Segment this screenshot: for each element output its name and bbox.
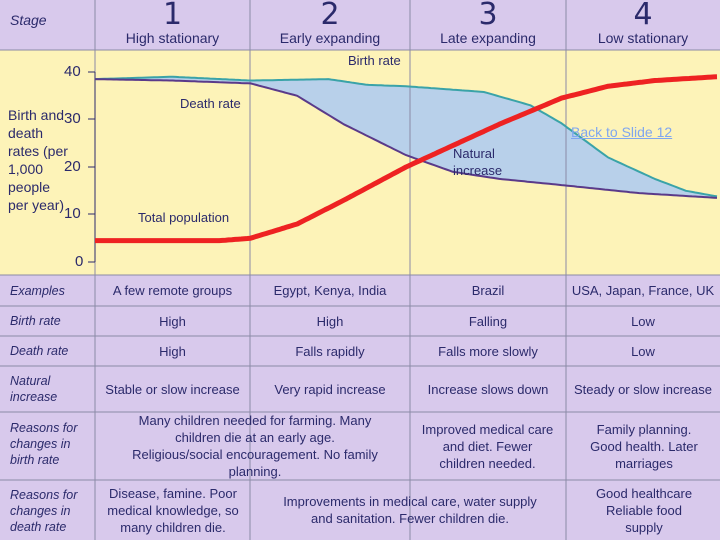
table-cell-span: Many children needed for farming. Many c… <box>132 413 378 479</box>
stage-4-header: 4 Low stationary <box>566 0 720 50</box>
y-axis-title: Birth and death rates (per 1,000 people … <box>8 107 68 213</box>
table-cell: High <box>159 313 186 329</box>
table-cell-span: Disease, famine. Poor medical knowledge,… <box>107 485 239 535</box>
death-rate-line <box>94 78 718 199</box>
row-label-birth-reasons: Reasons for changes in birth rate <box>10 421 78 467</box>
table-panel <box>0 275 720 540</box>
table-cell: Egypt, Kenya, India <box>273 283 387 298</box>
table-cell: Increase slows down <box>427 381 549 397</box>
y-tick-label: 0 <box>75 253 84 270</box>
row-label-natural-increase: Natural increase <box>10 374 58 404</box>
table-cell: Low <box>631 343 655 359</box>
row-label-death-rate: Death rate <box>10 344 69 358</box>
birth-rate-line <box>94 75 718 198</box>
row-label-death-reasons: Reasons for changes in death rate <box>10 488 78 534</box>
total-population-line <box>95 74 718 244</box>
stage-label: Stage <box>10 12 47 28</box>
table-cell: USA, Japan, France, UK <box>571 283 715 298</box>
stage-number: 4 <box>633 0 653 32</box>
table-cell-span: Improvements in medical care, water supp… <box>283 494 537 526</box>
natural-increase-label: Natural increase <box>453 146 503 178</box>
y-tick-label: 20 <box>64 158 81 175</box>
stage-1-header: 1 High stationary <box>95 0 250 50</box>
y-tick-label: 10 <box>64 205 81 222</box>
stage-2-header: 2 Early expanding <box>250 0 410 50</box>
birth-rate-label: Birth rate <box>348 53 401 68</box>
table-cell: High <box>159 343 186 359</box>
table-cell: High <box>316 313 344 329</box>
row-label-examples: Examples <box>10 284 65 298</box>
stage-name: Early expanding <box>279 30 381 46</box>
table-cell: Low <box>631 313 655 329</box>
table-cell-span: Improved medical care and diet. Fewer ch… <box>421 421 554 471</box>
table-cell: Brazil <box>471 283 505 298</box>
stage-name: Low stationary <box>597 30 689 46</box>
y-tick-label: 40 <box>64 63 81 80</box>
table-cell: Very rapid increase <box>274 381 386 397</box>
table-cell: Steady or slow increase <box>573 381 712 397</box>
total-population-label: Total population <box>138 210 230 225</box>
y-tick-label: 30 <box>64 110 81 127</box>
table-cell: Falls more slowly <box>438 343 538 359</box>
stage-number: 1 <box>162 0 183 32</box>
axis-panel <box>0 50 95 275</box>
table-cell: Falling <box>468 313 508 329</box>
stage-name: Late expanding <box>440 30 536 46</box>
death-rate-label: Death rate <box>180 96 241 111</box>
stage-number: 2 <box>320 0 340 32</box>
back-to-slide-link[interactable]: Back to Slide 12 <box>571 124 673 140</box>
table-cell-span: Good healthcare Reliable food supply <box>595 485 693 535</box>
row-label-birth-rate: Birth rate <box>10 314 61 328</box>
header-strip <box>0 0 720 50</box>
table-cell-span: Family planning. Good health. Later marr… <box>590 421 698 471</box>
table-cell: Falls rapidly <box>295 343 365 359</box>
stage-name: High stationary <box>125 30 220 46</box>
natural-increase-area <box>95 76 717 198</box>
stage-number: 3 <box>478 0 498 32</box>
table-cell: Stable or slow increase <box>105 381 240 397</box>
y-axis <box>88 71 96 263</box>
table-cell: A few remote groups <box>112 283 233 298</box>
stage-3-header: 3 Late expanding <box>410 0 566 50</box>
